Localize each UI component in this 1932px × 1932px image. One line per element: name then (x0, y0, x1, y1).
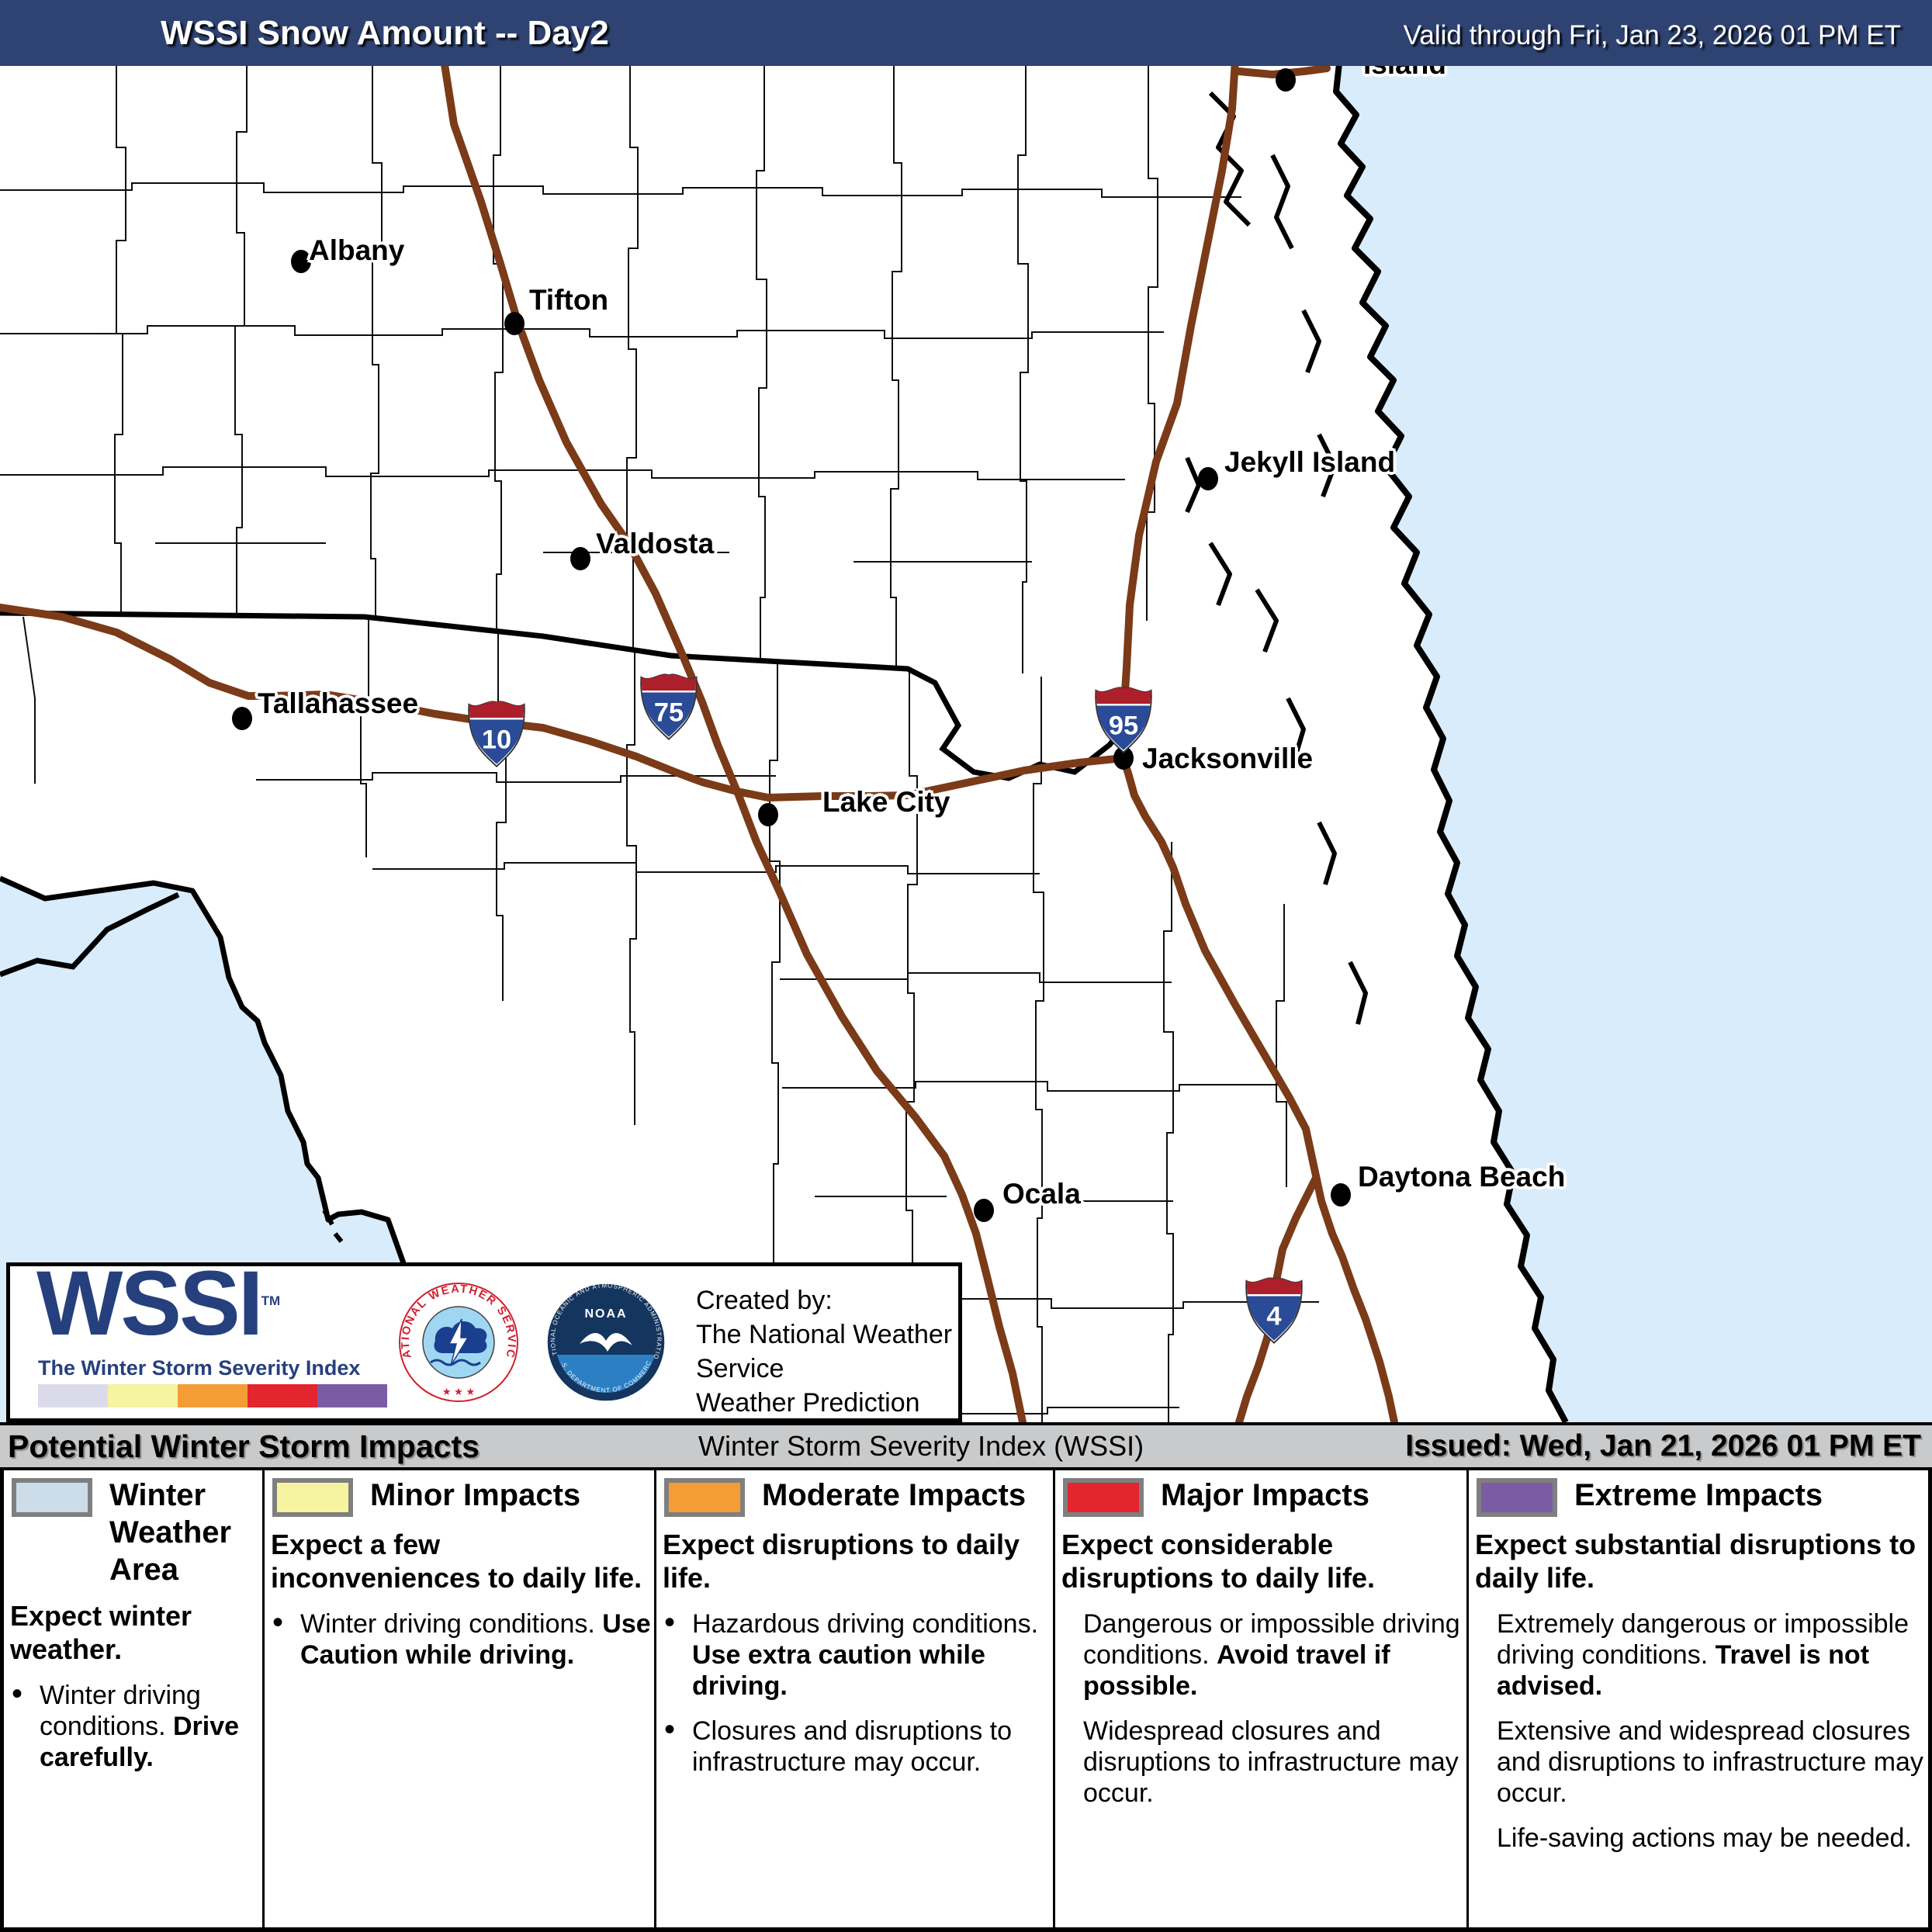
minor-impacts-swatch (272, 1478, 353, 1517)
nws-logo-icon: NATIONAL WEATHER SERVICE ★ ★ ★ (399, 1283, 518, 1402)
legend-lead: Expect winter weather. (10, 1600, 192, 1665)
legend-item: Widespread closures and disruptions to i… (1083, 1716, 1459, 1808)
subheader-index-name: Winter Storm Severity Index (WSSI) (698, 1430, 1144, 1462)
legend-item: Dangerous or impossible driving conditio… (1083, 1609, 1460, 1701)
legend-lead: Expect considerable disruptions to daily… (1061, 1529, 1376, 1594)
city-dot (504, 312, 525, 335)
winter-weather-swatch (12, 1478, 92, 1517)
interstate-shield-icon: 75 (640, 673, 698, 740)
city-dot (1331, 1183, 1351, 1207)
city-label: Tifton (529, 284, 609, 316)
legend-title: Minor Impacts (370, 1478, 581, 1512)
created-by-block: Created by: The National Weather Service… (696, 1283, 958, 1454)
interstate-shield-icon: 95 (1095, 687, 1152, 753)
legend-item: • Winter driving conditions. Drive carefu… (12, 1677, 240, 1772)
bullet-icon: • (664, 1605, 676, 1639)
strip-winter (38, 1384, 108, 1407)
legend-title: Moderate Impacts (762, 1478, 1027, 1512)
legend-col-minor: Minor Impacts Expect a few inconvenience… (262, 1470, 654, 1932)
legend-item: • Closures and disruptions to infrastruct… (664, 1712, 1013, 1777)
subheader-bar: Potential Winter Storm Impacts Winter St… (0, 1422, 1932, 1470)
wssi-logo-box: WSSITM The Winter Storm Severity Index N… (6, 1252, 962, 1452)
city-dot (974, 1199, 994, 1222)
moderate-impacts-swatch (664, 1478, 745, 1517)
created-by-line: Created by: (696, 1286, 833, 1315)
svg-text:NOAA: NOAA (584, 1307, 627, 1321)
legend-col-winter-weather: Winter Weather Area Expect winter weathe… (4, 1470, 262, 1932)
legend-col-major: Major Impacts Expect considerable disrup… (1053, 1470, 1466, 1932)
trademark-symbol: TM (261, 1293, 281, 1308)
city-dot (1198, 467, 1218, 490)
coastal-islands (1185, 91, 1368, 1025)
city-label: Lake City (822, 786, 950, 818)
page-title: WSSI Snow Amount -- Day2 (161, 14, 609, 52)
strip-extreme (317, 1384, 387, 1407)
created-by-line: The National Weather Service (696, 1320, 953, 1383)
city-dot (232, 707, 252, 730)
svg-text:10: 10 (482, 725, 511, 754)
issued-timestamp: Issued: Wed, Jan 21, 2026 01 PM ET (1405, 1429, 1921, 1463)
legend-item: • Hazardous driving conditions. Use extra… (664, 1605, 1039, 1701)
map-canvas: Island Albany Tifton Valdosta Tallahasse… (0, 0, 1932, 1422)
atlantic-coastline (1333, 0, 1569, 1422)
bullet-icon: • (664, 1712, 676, 1747)
legend-item: Life-saving actions may be needed. (1497, 1823, 1912, 1853)
legend-title: Winter Weather Area (109, 1478, 232, 1587)
strip-minor (108, 1384, 178, 1407)
strip-moderate (178, 1384, 248, 1407)
cedar-key-islets (322, 1209, 344, 1243)
city-label: Ocala (1002, 1178, 1081, 1210)
city-dot (758, 803, 778, 826)
legend-lead: Expect substantial disruptions to daily … (1475, 1529, 1916, 1594)
major-impacts-swatch (1063, 1478, 1144, 1517)
road-i10-west (0, 604, 275, 700)
gulf-barrier-islands (0, 892, 180, 978)
svg-text:95: 95 (1109, 711, 1138, 740)
impact-legend: Winter Weather Area Expect winter weathe… (0, 1470, 1932, 1932)
subheader-title: Potential Winter Storm Impacts (8, 1428, 480, 1464)
legend-item: Extremely dangerous or impossible drivin… (1497, 1609, 1909, 1701)
city-label: Valdosta (596, 528, 715, 559)
interstate-roads (0, 0, 1398, 1422)
svg-text:4: 4 (1266, 1301, 1281, 1331)
city-label: Daytona Beach (1358, 1161, 1566, 1193)
noaa-logo-icon: NATIONAL OCEANIC AND ATMOSPHERIC ADMINIS… (546, 1282, 666, 1402)
header-bar: WSSI Snow Amount -- Day2 Valid through F… (0, 0, 1932, 66)
wssi-severity-strip (38, 1384, 387, 1407)
city-dot (1276, 68, 1296, 92)
bullet-icon: • (12, 1677, 23, 1711)
valid-through-text: Valid through Fri, Jan 23, 2026 01 PM ET (1403, 20, 1901, 50)
interstate-shield-icon: 10 (468, 701, 525, 767)
legend-lead: Expect disruptions to daily life. (663, 1529, 1020, 1594)
city-label: Jekyll Island (1224, 446, 1396, 478)
bullet-icon: • (272, 1605, 284, 1639)
road-i95 (1120, 0, 1398, 1422)
interstate-shield-icon: 4 (1245, 1277, 1303, 1344)
legend-title: Extreme Impacts (1574, 1478, 1823, 1512)
city-dot (291, 250, 311, 273)
wssi-logo: WSSITM (36, 1252, 281, 1355)
road-i10 (268, 691, 1127, 802)
legend-item: • Winter driving conditions. Use Caution … (272, 1605, 651, 1670)
svg-text:★ ★ ★: ★ ★ ★ (442, 1386, 475, 1397)
strip-major (248, 1384, 317, 1407)
city-label: Tallahassee (258, 687, 419, 719)
legend-col-extreme: Extreme Impacts Expect substantial disru… (1466, 1470, 1932, 1932)
legend-lead: Expect a few inconveniences to daily lif… (271, 1529, 642, 1594)
svg-text:75: 75 (654, 698, 684, 727)
city-label: Jacksonville (1142, 743, 1314, 774)
legend-col-moderate: Moderate Impacts Expect disruptions to d… (654, 1470, 1053, 1932)
state-boundary (0, 610, 1129, 781)
legend-title: Major Impacts (1161, 1478, 1369, 1512)
wssi-tagline: The Winter Storm Severity Index (38, 1356, 361, 1380)
county-lines (0, 0, 1319, 1422)
gulf-coastline (0, 875, 407, 1265)
city-dot (570, 547, 590, 570)
city-label: Albany (309, 234, 405, 266)
extreme-impacts-swatch (1477, 1478, 1557, 1517)
legend-item: Extensive and widespread closures and di… (1497, 1716, 1923, 1808)
